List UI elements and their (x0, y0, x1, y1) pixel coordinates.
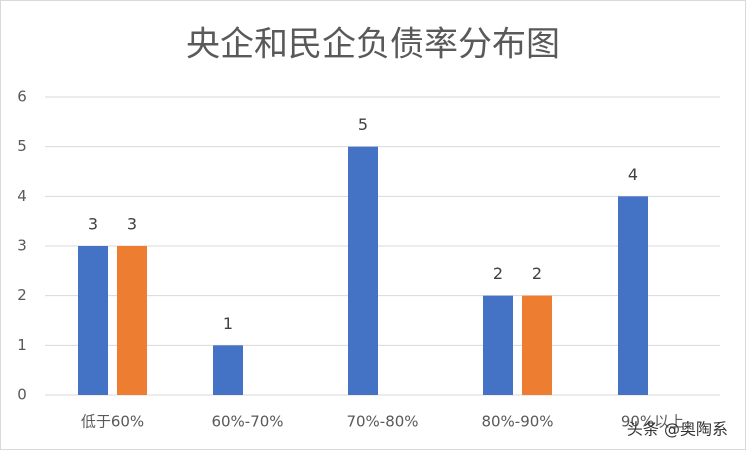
x-tick-label: 低于60% (81, 413, 144, 431)
y-tick-label: 4 (17, 187, 27, 205)
data-label: 5 (358, 115, 368, 134)
x-tick-label: 80%-90% (481, 413, 553, 431)
watermark: 头条 @奥陶系 (627, 420, 728, 439)
x-tick-label: 60%-70% (211, 413, 283, 431)
y-tick-label: 6 (17, 88, 27, 106)
bar (483, 295, 513, 395)
data-label: 3 (88, 215, 98, 234)
bar (348, 146, 378, 395)
bar (213, 345, 243, 395)
bar (117, 246, 147, 395)
y-tick-label: 2 (17, 286, 27, 304)
data-label: 3 (127, 215, 137, 234)
data-label: 2 (493, 264, 503, 283)
chart-title: 央企和民企负债率分布图 (186, 25, 560, 65)
x-tick-label: 90%以上 (621, 413, 684, 431)
y-tick-label: 3 (17, 237, 27, 255)
x-tick-label: 70%-80% (346, 413, 418, 431)
y-tick-label: 1 (17, 336, 27, 354)
data-label: 4 (628, 165, 638, 184)
y-tick-label: 0 (17, 386, 27, 404)
y-tick-label: 5 (17, 137, 27, 155)
data-label: 1 (223, 314, 233, 333)
bar (522, 295, 552, 395)
bar (78, 246, 108, 395)
data-label: 2 (532, 264, 542, 283)
bar (618, 196, 648, 395)
